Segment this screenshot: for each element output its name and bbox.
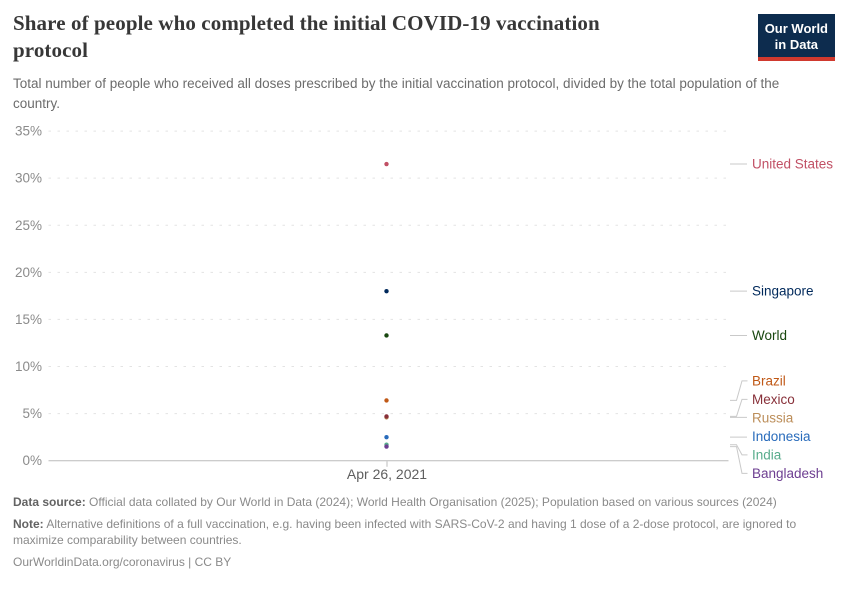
entity-label-indonesia: Indonesia: [752, 429, 811, 444]
entity-label-india: India: [752, 447, 782, 462]
entity-label-russia: Russia: [752, 410, 794, 425]
page-title: Share of people who completed the initia…: [13, 11, 600, 62]
entity-label-brazil: Brazil: [752, 373, 786, 388]
credit-line: OurWorldinData.org/coronavirus | CC BY: [13, 554, 811, 571]
owid-logo[interactable]: Our World in Data: [757, 14, 835, 62]
note-text: Alternative definitions of a full vaccin…: [13, 516, 797, 548]
data-point-united-states: [384, 161, 389, 167]
data-point-world: [384, 333, 389, 338]
page-subtitle: Total number of people who received all …: [13, 76, 780, 111]
data-point-singapore: [384, 288, 389, 294]
y-tick-label-20: 20%: [15, 265, 42, 280]
data-source-label: Data source:: [13, 495, 86, 509]
y-tick-label-0: 0%: [22, 453, 42, 468]
y-tick-label-30: 30%: [15, 171, 42, 186]
label-connector-mexico: [730, 398, 748, 417]
label-connector-brazil: [730, 380, 748, 401]
data-point-brazil: [384, 398, 389, 403]
label-connector-india: [730, 444, 748, 456]
logo-line-2: in Data: [774, 36, 819, 52]
logo-line-1: Our World: [764, 21, 828, 36]
chart-footer: Data source: Official data collated by O…: [13, 494, 811, 575]
label-connector-bangladesh: [730, 446, 748, 474]
owid-url-and-license: OurWorldinData.org/coronavirus | CC BY: [13, 554, 232, 569]
y-tick-label-25: 25%: [15, 218, 42, 233]
entity-label-bangladesh: Bangladesh: [752, 466, 823, 481]
entity-label-united-states: United States: [752, 157, 833, 172]
data-source-line: Data source: Official data collated by O…: [13, 494, 811, 511]
note-line: Note: Alternative definitions of a full …: [13, 516, 811, 549]
y-tick-label-10: 10%: [15, 359, 42, 374]
entity-label-world: World: [752, 328, 787, 343]
data-point-mexico: [384, 414, 389, 419]
y-tick-label-15: 15%: [15, 312, 42, 327]
y-tick-label-35: 35%: [15, 124, 42, 139]
data-source-text: Official data collated by Our World in D…: [89, 495, 777, 509]
entity-label-mexico: Mexico: [752, 392, 795, 407]
y-tick-label-5: 5%: [22, 406, 42, 421]
entity-label-singapore: Singapore: [752, 284, 814, 299]
data-point-bangladesh: [384, 444, 389, 449]
x-tick-date-label: Apr 26, 2021: [347, 466, 427, 482]
note-label: Note:: [13, 516, 44, 531]
data-point-indonesia: [384, 434, 389, 440]
